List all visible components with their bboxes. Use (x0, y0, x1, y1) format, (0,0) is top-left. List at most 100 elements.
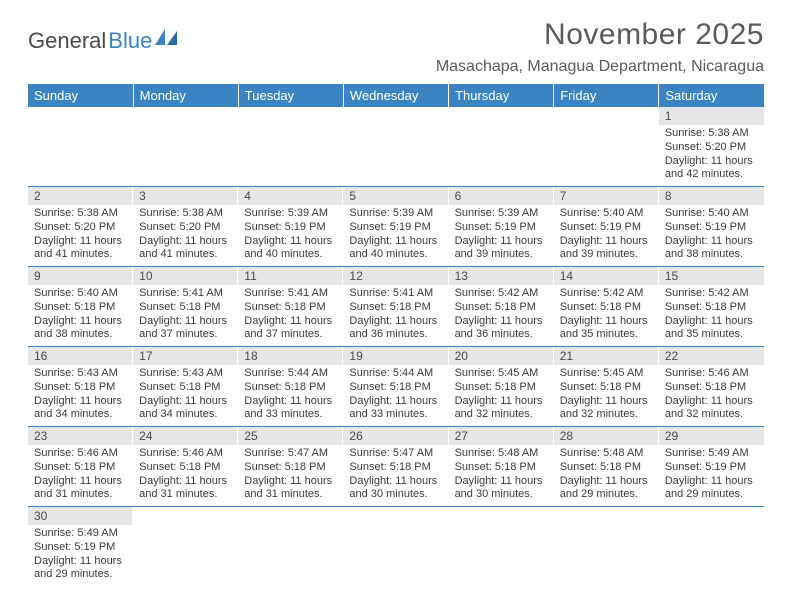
day-content: Sunrise: 5:38 AM Sunset: 5:20 PM Daylight:… (28, 205, 133, 266)
sunset-line: Sunset: 5:18 PM (139, 461, 220, 473)
day-number: 24 (133, 427, 238, 445)
title-block: November 2025 Masachapa, Managua Departm… (436, 18, 764, 76)
weekday-header: Saturday (659, 84, 764, 107)
calendar-cell: 5Sunrise: 5:39 AMSunset: 5:19 PMDaylight… (343, 187, 448, 267)
calendar-cell: 11Sunrise: 5:41 AMSunset: 5:18 PMDayligh… (238, 267, 343, 347)
location: Masachapa, Managua Department, Nicaragua (436, 58, 764, 76)
calendar-cell: 12Sunrise: 5:41 AMSunset: 5:18 PMDayligh… (343, 267, 448, 347)
calendar-cell (554, 107, 659, 187)
calendar-cell (238, 107, 343, 187)
calendar-cell: 23Sunrise: 5:46 AMSunset: 5:18 PMDayligh… (28, 427, 133, 507)
day-content: Sunrise: 5:45 AMSunset: 5:18 PMDaylight:… (449, 365, 554, 426)
day-number: 11 (238, 267, 343, 285)
day-number: 6 (449, 187, 554, 205)
calendar-cell: 19Sunrise: 5:44 AMSunset: 5:18 PMDayligh… (343, 347, 448, 427)
sunrise-line: Sunrise: 5:45 AM (560, 367, 644, 379)
calendar-cell: 7Sunrise: 5:40 AMSunset: 5:19 PMDaylight… (554, 187, 659, 267)
daylight-line: Daylight: 11 hours and 32 minutes. (560, 395, 648, 421)
day-content: Sunrise: 5:46 AMSunset: 5:18 PMDaylight:… (659, 365, 764, 426)
sunrise-line: Sunrise: 5:41 AM (244, 287, 328, 299)
day-content: Sunrise: 5:43 AMSunset: 5:18 PMDaylight:… (28, 365, 133, 426)
daylight-line: Daylight: 11 hours and 31 minutes. (244, 475, 332, 501)
calendar-cell: 6Sunrise: 5:39 AMSunset: 5:19 PMDaylight… (449, 187, 554, 267)
sunrise-line: Sunrise: 5:41 AM (349, 287, 433, 299)
day-content: Sunrise: 5:48 AMSunset: 5:18 PMDaylight:… (449, 445, 554, 506)
sunset-line: Sunset: 5:18 PM (560, 301, 641, 313)
sunrise-line: Sunrise: 5:38 AM (665, 127, 749, 139)
calendar-cell (449, 107, 554, 187)
day-number: 22 (659, 347, 764, 365)
daylight-line: Daylight: 11 hours and 35 minutes. (560, 315, 648, 341)
day-content: Sunrise: 5:40 AMSunset: 5:19 PMDaylight:… (659, 205, 764, 266)
day-number: 1 (659, 107, 764, 125)
daylight-line: Daylight: 11 hours and 31 minutes. (34, 475, 122, 501)
sunrise-line: Sunrise: 5:47 AM (349, 447, 433, 459)
sunset-line: Sunset: 5:18 PM (244, 461, 325, 473)
daylight-line: Daylight: 11 hours and 33 minutes. (244, 395, 332, 421)
calendar-cell: 30Sunrise: 5:49 AMSunset: 5:19 PMDayligh… (28, 507, 133, 587)
day-content: Sunrise: 5:49 AMSunset: 5:19 PMDaylight:… (28, 525, 133, 586)
day-content: Sunrise: 5:41 AMSunset: 5:18 PMDaylight:… (343, 285, 448, 346)
day-content: Sunrise: 5:46 AMSunset: 5:18 PMDaylight:… (28, 445, 133, 506)
calendar-cell: 4Sunrise: 5:39 AMSunset: 5:19 PMDaylight… (238, 187, 343, 267)
sunset-line: Sunset: 5:19 PM (455, 221, 536, 233)
sunrise-line: Sunrise: 5:48 AM (560, 447, 644, 459)
sunrise-line: Sunrise: 5:43 AM (139, 367, 223, 379)
daylight-line: Daylight: 11 hours and 33 minutes. (349, 395, 437, 421)
daylight-line: Daylight: 11 hours and 40 minutes. (244, 235, 332, 261)
sunrise-line: Sunrise: 5:43 AM (34, 367, 118, 379)
sunset-line: Sunset: 5:20 PM (34, 221, 115, 233)
daylight-line: Daylight: 11 hours and 30 minutes. (455, 475, 543, 501)
month-title: November 2025 (436, 18, 764, 52)
daylight-line: Daylight: 11 hours and 29 minutes. (34, 555, 122, 581)
daylight-line: Daylight: 11 hours and 32 minutes. (665, 395, 753, 421)
daylight-line: Daylight: 11 hours and 36 minutes. (455, 315, 543, 341)
daylight-line: Daylight: 11 hours and 41 minutes. (34, 235, 122, 261)
sunrise-line: Sunrise: 5:42 AM (560, 287, 644, 299)
calendar-cell: 15Sunrise: 5:42 AMSunset: 5:18 PMDayligh… (659, 267, 764, 347)
sunset-line: Sunset: 5:18 PM (139, 381, 220, 393)
weekday-header: Wednesday (343, 84, 448, 107)
day-number: 19 (343, 347, 448, 365)
sunrise-line: Sunrise: 5:38 AM (34, 207, 118, 219)
calendar-cell: 25Sunrise: 5:47 AMSunset: 5:18 PMDayligh… (238, 427, 343, 507)
day-number: 27 (449, 427, 554, 445)
day-number: 16 (28, 347, 133, 365)
day-content: Sunrise: 5:41 AMSunset: 5:18 PMDaylight:… (133, 285, 238, 346)
day-content: Sunrise: 5:43 AMSunset: 5:18 PMDaylight:… (133, 365, 238, 426)
sunset-line: Sunset: 5:19 PM (665, 461, 746, 473)
daylight-line: Daylight: 11 hours and 31 minutes. (139, 475, 227, 501)
calendar-cell: 26Sunrise: 5:47 AMSunset: 5:18 PMDayligh… (343, 427, 448, 507)
calendar-cell: 20Sunrise: 5:45 AMSunset: 5:18 PMDayligh… (449, 347, 554, 427)
calendar-cell: 21Sunrise: 5:45 AMSunset: 5:18 PMDayligh… (554, 347, 659, 427)
sunset-line: Sunset: 5:20 PM (139, 221, 220, 233)
daylight-line: Daylight: 11 hours and 30 minutes. (349, 475, 437, 501)
day-number: 10 (133, 267, 238, 285)
daylight-line: Daylight: 11 hours and 36 minutes. (349, 315, 437, 341)
day-number: 30 (28, 507, 133, 525)
sunset-line: Sunset: 5:19 PM (349, 221, 430, 233)
day-number: 2 (28, 187, 133, 205)
day-content: Sunrise: 5:41 AMSunset: 5:18 PMDaylight:… (238, 285, 343, 346)
calendar-cell: 18Sunrise: 5:44 AMSunset: 5:18 PMDayligh… (238, 347, 343, 427)
calendar-header-row: SundayMondayTuesdayWednesdayThursdayFrid… (28, 84, 764, 107)
header: GeneralBlue November 2025 Masachapa, Man… (28, 18, 764, 76)
daylight-line: Daylight: 11 hours and 38 minutes. (34, 315, 122, 341)
day-number: 7 (554, 187, 659, 205)
day-content: Sunrise: 5:40 AMSunset: 5:19 PMDaylight:… (554, 205, 659, 266)
sunrise-line: Sunrise: 5:38 AM (139, 207, 223, 219)
logo-text-2: Blue (108, 28, 152, 54)
day-number: 15 (659, 267, 764, 285)
day-content: Sunrise: 5:49 AMSunset: 5:19 PMDaylight:… (659, 445, 764, 506)
sunset-line: Sunset: 5:18 PM (34, 461, 115, 473)
logo: GeneralBlue (28, 28, 177, 54)
sunset-line: Sunset: 5:18 PM (349, 461, 430, 473)
sunrise-line: Sunrise: 5:40 AM (34, 287, 118, 299)
calendar-cell (554, 507, 659, 587)
day-content: Sunrise: 5:45 AMSunset: 5:18 PMDaylight:… (554, 365, 659, 426)
daylight-line: Daylight: 11 hours and 32 minutes. (455, 395, 543, 421)
day-content: Sunrise: 5:44 AMSunset: 5:18 PMDaylight:… (238, 365, 343, 426)
day-content: Sunrise: 5:44 AMSunset: 5:18 PMDaylight:… (343, 365, 448, 426)
sunset-line: Sunset: 5:18 PM (139, 301, 220, 313)
calendar-cell (343, 507, 448, 587)
